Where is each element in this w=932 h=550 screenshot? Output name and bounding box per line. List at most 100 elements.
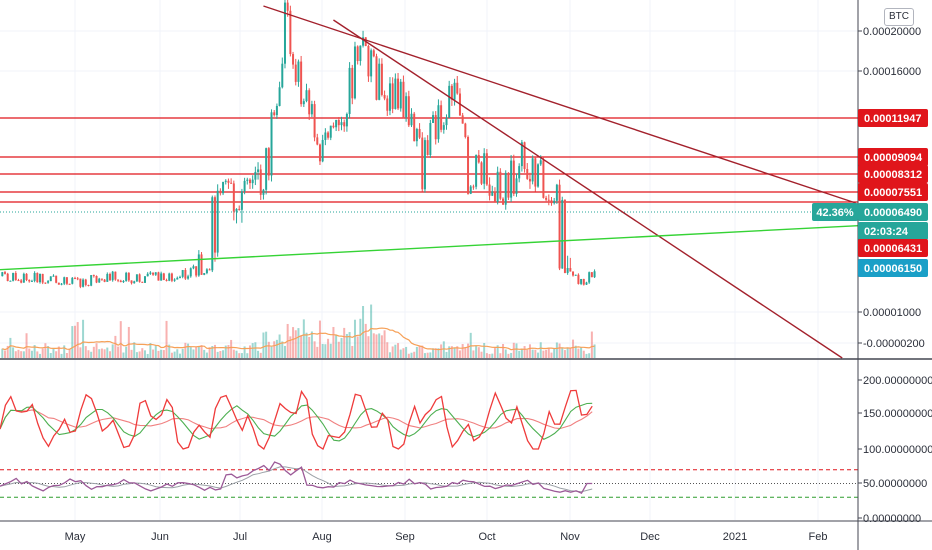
- candle-body: [488, 184, 491, 196]
- candle-body: [17, 280, 20, 282]
- currency-label[interactable]: BTC: [884, 8, 914, 26]
- price-badge: [858, 259, 928, 277]
- candle-body: [496, 171, 499, 203]
- time-tick-label: Nov: [560, 531, 580, 543]
- volume-bar: [170, 352, 173, 358]
- volume-bar: [580, 347, 583, 358]
- candle-body: [79, 278, 82, 287]
- candle-body: [445, 117, 448, 126]
- candle-body: [515, 178, 518, 194]
- candle-body: [205, 269, 208, 274]
- volume-bar: [230, 339, 233, 358]
- volume-bar: [313, 341, 316, 358]
- volume-bar: [240, 353, 243, 358]
- time-tick-label: Dec: [640, 531, 660, 543]
- volume-bar: [523, 346, 526, 358]
- volume-bar: [90, 351, 93, 358]
- candle-body: [14, 273, 17, 281]
- volume-bar: [157, 350, 160, 358]
- volume-bar: [448, 346, 451, 358]
- candle-body: [98, 278, 101, 283]
- candle-body: [380, 63, 383, 95]
- candle-body: [321, 139, 324, 162]
- candle-body: [418, 129, 421, 138]
- candle-body: [189, 268, 192, 277]
- candle-body: [531, 158, 534, 182]
- volume-bar: [574, 345, 577, 358]
- candle-body: [297, 61, 300, 82]
- volume-bar: [437, 348, 440, 358]
- candle-body: [383, 94, 386, 99]
- candle-body: [582, 278, 585, 285]
- price-badge: [858, 109, 928, 127]
- candle-body: [146, 273, 149, 277]
- volume-bar: [383, 330, 386, 358]
- time-tick-label: Jul: [233, 531, 247, 543]
- candle-body: [378, 63, 381, 100]
- candle-body: [238, 208, 241, 210]
- candle-body: [318, 144, 321, 162]
- volume-bar: [394, 344, 397, 358]
- volume-bar: [537, 352, 540, 358]
- volume-bar: [456, 346, 459, 358]
- volume-bar: [143, 350, 146, 358]
- volume-bar: [289, 336, 292, 358]
- volume-bar: [569, 347, 572, 358]
- price-badge-text: 0.00009094: [864, 152, 923, 164]
- candle-body: [12, 273, 15, 281]
- candle-body: [405, 96, 408, 118]
- candlesticks: [1, 0, 596, 289]
- volume-bar: [351, 345, 354, 358]
- volume-bar: [60, 353, 63, 358]
- candle-body: [92, 275, 95, 277]
- candle-body: [372, 50, 375, 57]
- candle-body: [211, 197, 214, 271]
- osc-tick-label: 150.00000000: [863, 408, 932, 420]
- volume-bar: [235, 350, 238, 358]
- volume-bar: [585, 353, 588, 358]
- candle-body: [353, 46, 356, 99]
- volume-bar: [114, 335, 117, 358]
- volume-bar: [493, 348, 496, 358]
- volume-bar: [310, 331, 313, 358]
- candle-body: [39, 273, 42, 283]
- candle-body: [76, 278, 79, 280]
- candle-body: [195, 266, 198, 276]
- volume-bar: [160, 349, 163, 358]
- volume-bar: [356, 336, 359, 358]
- candle-body: [375, 56, 378, 100]
- time-tick-label: Feb: [809, 531, 828, 543]
- volume-bar: [566, 347, 569, 358]
- volume-bar: [472, 350, 475, 358]
- candle-body: [426, 140, 429, 155]
- candle-body: [262, 189, 265, 195]
- volume-bar: [47, 346, 50, 358]
- volume-bar: [44, 343, 47, 358]
- volume-bar: [270, 346, 273, 358]
- candle-body: [1, 272, 4, 277]
- candle-body: [558, 184, 561, 269]
- volume-bar: [499, 353, 502, 358]
- candle-body: [57, 282, 60, 285]
- price-badges: 0.00011947 0.00009094 0.00008312 0.00007551…: [812, 109, 928, 277]
- volume-bar: [200, 345, 203, 358]
- candle-body: [143, 276, 146, 283]
- volume-bar: [534, 349, 537, 358]
- trend-line-ascending-support: [0, 223, 891, 271]
- price-tick-label: 0.00020000: [863, 26, 921, 38]
- volume-bar: [308, 336, 311, 358]
- volume-bar: [547, 347, 550, 358]
- volume-bar: [232, 349, 235, 358]
- volume-bar: [184, 342, 187, 358]
- time-tick-label: Oct: [478, 531, 495, 543]
- time-tick-label: Aug: [312, 531, 332, 543]
- candle-body: [154, 272, 157, 275]
- volume-bar: [149, 343, 152, 358]
- candle-body: [510, 160, 513, 198]
- volume-bar: [106, 347, 109, 358]
- volume-bar: [71, 326, 74, 358]
- candle-body: [248, 179, 251, 184]
- candle-body: [71, 277, 74, 284]
- osc-tick-label: 0.00000000: [863, 513, 921, 525]
